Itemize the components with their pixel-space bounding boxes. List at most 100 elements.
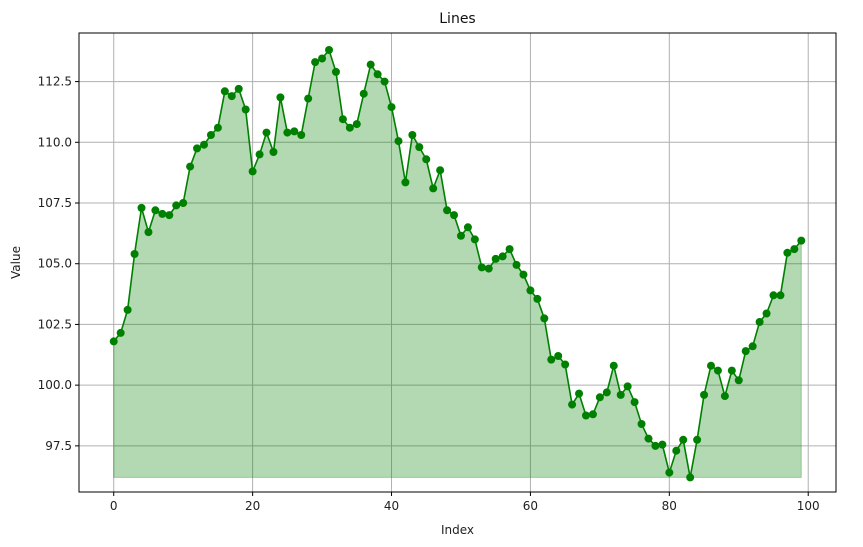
y-tick-label: 97.5 [45,439,72,453]
x-tick-label: 80 [662,499,677,513]
data-point [304,94,313,103]
data-point [706,361,715,370]
plot-frame [78,32,837,493]
data-point [693,435,702,444]
data-point [137,203,146,212]
data-point [213,123,222,132]
data-point [658,440,667,449]
data-point [255,150,264,159]
data-point [644,434,653,443]
data-point [318,54,327,63]
data-point [477,263,486,272]
y-tick-label: 102.5 [38,317,72,331]
data-point [436,166,445,175]
y-axis-label: Value [9,246,23,279]
chart-title: Lines [439,11,475,27]
data-point [283,128,292,137]
y-tick-label: 100.0 [38,378,72,392]
data-point [331,67,340,76]
data-point [512,260,521,269]
data-point [116,328,125,337]
data-point [130,250,139,258]
data-point [200,140,209,149]
data-point [290,127,299,136]
data-point [776,291,785,300]
data-point [700,390,709,399]
data-point [602,388,611,397]
data-point [415,143,424,152]
data-point [616,390,625,399]
data-point [276,93,285,102]
series-line [113,48,802,478]
data-point [581,411,590,420]
data-point [463,223,472,232]
data-point [248,167,257,176]
data-point [623,382,632,391]
data-point [686,473,695,482]
data-point [741,347,750,356]
data-point [408,131,417,139]
data-point [401,178,410,187]
x-tick-label: 100 [797,499,820,513]
data-point [338,115,347,124]
data-point [443,206,452,215]
data-point [540,314,549,323]
x-axis-ticks: 0 20 40 60 80 100 [110,492,820,513]
data-point [637,420,646,428]
data-point [748,342,757,351]
x-axis-label: Index [441,523,474,537]
data-point [109,337,118,346]
data-point [498,252,507,261]
data-point [262,128,271,137]
data-point [206,131,215,139]
data-point [651,441,660,450]
series-points [109,46,806,482]
data-point [519,270,528,279]
data-point [609,361,618,370]
data-point [547,355,556,364]
data-point [179,199,188,207]
data-point [241,105,250,114]
data-point [373,70,382,79]
data-point [380,77,389,86]
data-point [165,211,174,220]
data-point [422,155,431,164]
data-point [394,137,403,146]
data-point [679,435,688,444]
y-axis-ticks: 97.5 100.0 102.5 105.0 107.5 110.0 112.5 [38,75,79,453]
series-polyline [113,48,802,478]
data-point [359,89,368,98]
data-point [269,148,278,156]
data-point [144,228,153,237]
data-point [769,291,778,300]
data-point [484,264,493,273]
y-tick-label: 112.5 [38,75,72,89]
data-point [561,360,570,369]
data-point [713,366,722,375]
x-tick-label: 20 [245,499,260,513]
data-point [672,446,681,455]
data-point [526,286,535,295]
data-point [352,120,361,129]
data-point [755,318,764,326]
data-point [123,305,132,314]
data-point [151,206,160,215]
data-point [595,393,604,402]
data-point [790,245,799,254]
y-tick-label: 107.5 [38,196,72,210]
data-point [533,294,542,303]
data-point [575,389,584,398]
data-point [797,236,806,245]
data-point [554,352,563,360]
data-point [311,58,320,67]
data-point [783,248,792,257]
data-point [505,245,514,254]
data-point [727,366,736,375]
x-tick-label: 60 [523,499,538,513]
x-tick-label: 40 [384,499,399,513]
y-tick-label: 110.0 [38,135,72,149]
data-point [193,144,202,153]
data-point [186,162,195,171]
